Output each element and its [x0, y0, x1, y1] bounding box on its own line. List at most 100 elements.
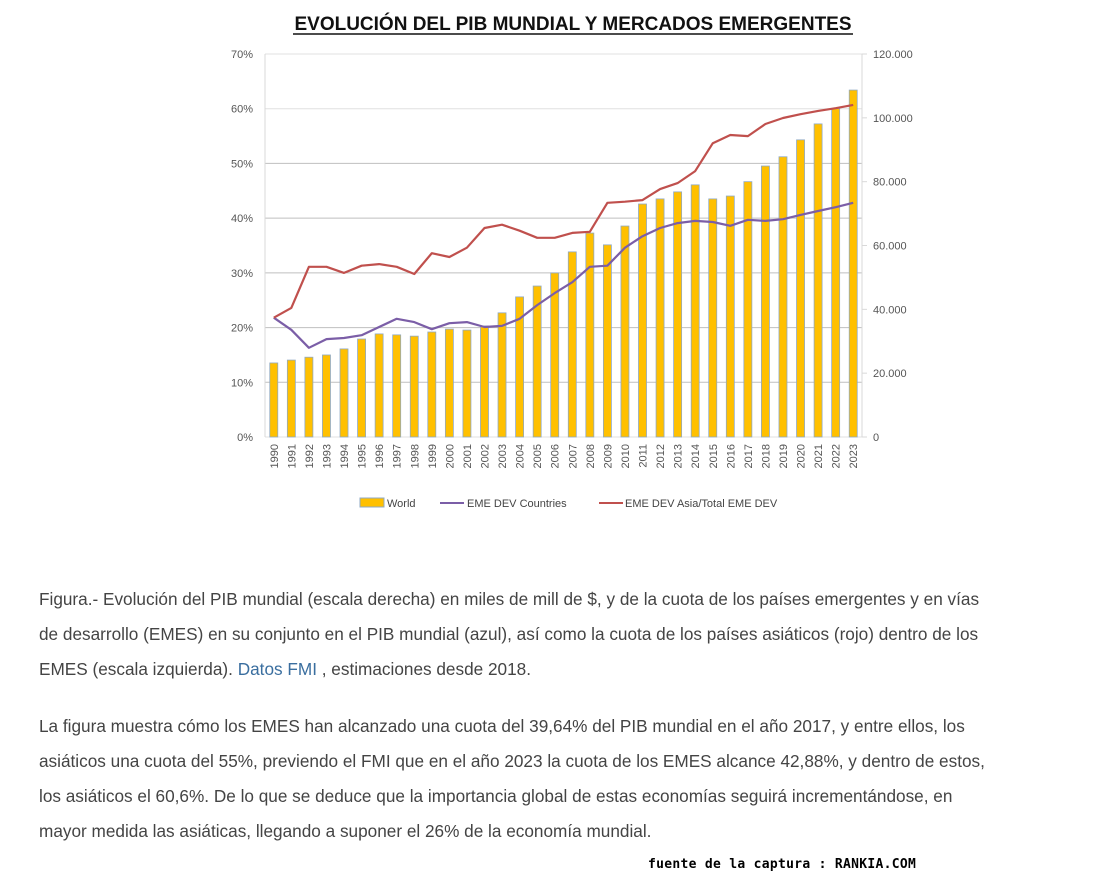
chart-title: EVOLUCIÓN DEL PIB MUNDIAL Y MERCADOS EME… — [294, 13, 851, 35]
bar-2003 — [497, 312, 507, 438]
bars-world — [269, 89, 858, 438]
bar-2004 — [515, 296, 525, 438]
x-tick-label: 1992 — [304, 444, 316, 468]
y-left-tick-label: 0% — [237, 432, 253, 444]
y-left-tick-label: 20% — [231, 323, 253, 335]
bar-2013 — [673, 191, 683, 438]
bar-2007 — [567, 251, 577, 438]
bar-2010 — [620, 225, 630, 438]
body-paragraph: La figura muestra cómo los EMES han alca… — [39, 709, 1096, 849]
bar-2018 — [761, 165, 770, 438]
bar-2011 — [638, 203, 647, 438]
bar-1994 — [339, 348, 349, 438]
paragraph-line: los asiáticos el 60,6%. De lo que se ded… — [39, 786, 953, 806]
x-tick-label: 1994 — [339, 444, 351, 468]
bar-1999 — [427, 331, 437, 438]
x-tick-label: 1995 — [357, 444, 369, 468]
chart: EVOLUCIÓN DEL PIB MUNDIAL Y MERCADOS EME… — [231, 13, 913, 510]
y-right-tick-label: 60.000 — [873, 241, 907, 253]
gridlines — [264, 53, 863, 438]
x-tick-label: 2018 — [760, 444, 772, 468]
y-right-tick-label: 120.000 — [873, 49, 913, 61]
x-tick-label: 1991 — [286, 444, 298, 468]
bar-2001 — [462, 329, 472, 438]
x-tick-label: 2022 — [831, 444, 843, 468]
x-tick-label: 2012 — [655, 444, 667, 468]
bar-1990 — [269, 362, 279, 438]
y-right-tick-label: 100.000 — [873, 113, 913, 125]
x-tick-label: 1990 — [269, 444, 281, 468]
paragraph-line: asiáticos una cuota del 55%, previendo e… — [39, 751, 985, 771]
x-tick-label: 2013 — [673, 444, 685, 468]
legend-label-eme-dev: EME DEV Countries — [467, 498, 567, 510]
x-tick-label: 1993 — [322, 444, 334, 468]
x-tick-label: 2017 — [743, 444, 755, 468]
bar-2020 — [796, 139, 805, 438]
y-right-tick-label: 40.000 — [873, 304, 907, 316]
y-right-tick-label: 80.000 — [873, 177, 907, 189]
x-tick-label: 2002 — [480, 444, 492, 468]
bar-2009 — [602, 244, 612, 438]
x-tick-label: 2004 — [515, 444, 527, 468]
bar-1997 — [392, 334, 402, 438]
bar-2012 — [655, 198, 665, 438]
x-tick-label: 2023 — [848, 444, 860, 468]
bar-2015 — [708, 198, 718, 438]
bar-2008 — [585, 232, 595, 438]
x-tick-label: 2015 — [708, 444, 720, 468]
x-tick-label: 2007 — [567, 444, 579, 468]
y-left-tick-label: 50% — [231, 158, 253, 170]
bar-2017 — [743, 181, 753, 438]
x-tick-label: 2021 — [813, 444, 825, 468]
bar-2023 — [848, 89, 858, 438]
paragraph-line: mayor medida las asiáticas, llegando a s… — [39, 821, 652, 841]
y-axis-right-ticks: 0 20.000 40.000 60.000 80.000 100.000 120.000 — [862, 49, 913, 444]
bar-2006 — [550, 272, 560, 438]
bar-2014 — [690, 184, 700, 438]
caption-line: de desarrollo (EMES) en su conjunto en e… — [39, 624, 979, 644]
legend: World EME DEV Countries EME DEV Asia/Tot… — [359, 497, 778, 510]
bar-1991 — [286, 359, 296, 438]
bar-1996 — [374, 333, 384, 438]
x-tick-label: 1997 — [392, 444, 404, 468]
bar-2022 — [831, 108, 841, 438]
bar-2019 — [778, 156, 788, 438]
bar-2021 — [813, 123, 823, 438]
line-series-eme-dev-asia — [273, 103, 854, 319]
line-series-eme-dev-countries — [273, 201, 854, 349]
y-left-tick-label: 40% — [231, 213, 253, 225]
legend-swatch-world — [359, 497, 385, 508]
x-tick-label: 2014 — [690, 444, 702, 468]
x-tick-label: 2010 — [620, 444, 632, 468]
x-tick-label: 2003 — [497, 444, 509, 468]
x-tick-label: 2011 — [638, 444, 650, 468]
bar-1993 — [322, 354, 331, 438]
caption-text: , estimaciones desde 2018. — [316, 659, 531, 679]
x-tick-label: 2005 — [532, 444, 544, 468]
y-axis-left-ticks: 0% 10% 20% 30% 40% 50% 60% 70% — [231, 49, 253, 444]
y-left-tick-label: 10% — [231, 377, 253, 389]
x-tick-label: 1996 — [374, 444, 386, 468]
x-tick-label: 2016 — [725, 444, 737, 468]
x-tick-label: 2020 — [796, 444, 808, 468]
x-tick-label: 2000 — [444, 444, 456, 468]
source-note: fuente de la captura : RANKIA.COM — [648, 857, 917, 872]
bar-1995 — [357, 338, 366, 438]
datos-fmi-link[interactable]: Datos FMI — [237, 659, 317, 679]
lines — [273, 103, 854, 349]
caption-line: EMES (escala izquierda). Datos FMI , est… — [39, 652, 1096, 687]
caption-line: Figura.- Evolución del PIB mundial (esca… — [39, 589, 980, 609]
x-tick-label: 2008 — [585, 444, 597, 468]
legend-label-world: World — [387, 498, 416, 510]
bar-2005 — [532, 285, 542, 438]
x-tick-label: 2006 — [550, 444, 562, 468]
x-tick-label: 1999 — [427, 444, 439, 468]
y-left-tick-label: 60% — [231, 104, 253, 116]
x-tick-label: 2009 — [602, 444, 614, 468]
x-tick-label: 2001 — [462, 444, 474, 468]
y-left-tick-label: 30% — [231, 268, 253, 280]
x-axis-ticks: 1990 1991 1992 1993 1994 1995 1996 1997 1998 1999… — [269, 444, 860, 468]
figure-caption: Figura.- Evolución del PIB mundial (esca… — [39, 582, 1096, 687]
bar-2016 — [725, 195, 735, 438]
bar-2002 — [480, 325, 489, 438]
